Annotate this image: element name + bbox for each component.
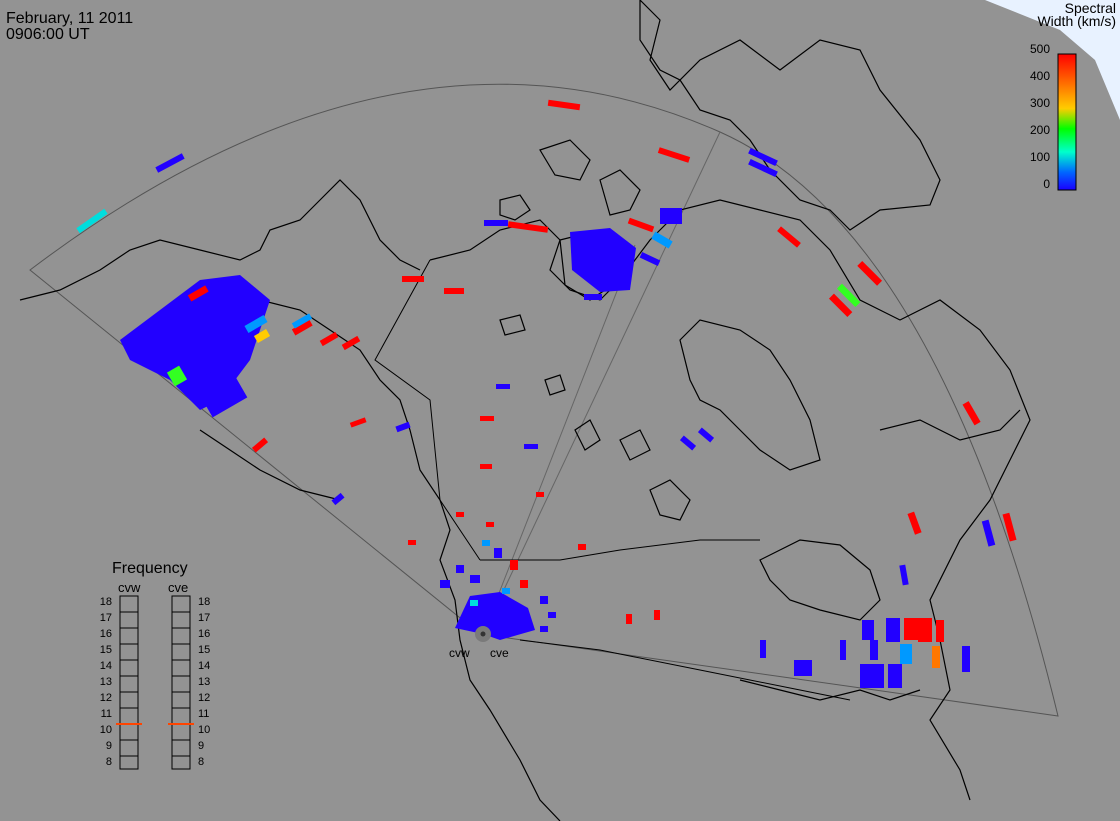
- colorbar-tick: 0: [1043, 177, 1050, 191]
- frequency-level-left: 18: [99, 596, 112, 608]
- colorbar-tick: 100: [1029, 150, 1050, 164]
- echoes-east: [760, 618, 970, 688]
- coastlines: [19, 0, 1031, 821]
- frequency-level-right: 11: [198, 708, 210, 720]
- frequency-level-left: 10: [99, 724, 112, 736]
- time-label: 0906:00 UT: [6, 26, 90, 43]
- frequency-gauges: [116, 595, 194, 770]
- colorbar-title-line1: Spectral: [1064, 0, 1116, 16]
- frequency-level-left: 17: [99, 612, 112, 624]
- frequency-radar-cvw: cvw: [118, 580, 141, 595]
- frequency-level-right: 8: [198, 756, 205, 768]
- frequency-level-left: 9: [105, 740, 112, 752]
- frequency-level-right: 9: [198, 740, 205, 752]
- frequency-level-left: 12: [99, 692, 112, 704]
- frequency-radar-cve: cve: [168, 580, 189, 595]
- frequency-level-right: 16: [198, 628, 211, 640]
- beam-boundary: [482, 244, 636, 635]
- gauge-ticks: [120, 611, 190, 757]
- colorbar: [1057, 53, 1077, 191]
- radar-label-cve: cve: [490, 646, 509, 660]
- echoes-mid: [349, 384, 1017, 624]
- colorbar-tick: 400: [1029, 69, 1050, 83]
- colorbar-title-line2: Width (km/s): [1037, 13, 1116, 29]
- beam-boundary: [482, 131, 721, 635]
- colorbar-tick: 200: [1029, 123, 1050, 137]
- frequency-level-left: 8: [105, 756, 112, 768]
- echoes-alaska: [76, 153, 361, 506]
- boundaries: [374, 259, 851, 701]
- echoes-radar-fan: [440, 540, 556, 642]
- frequency-level-right: 13: [198, 676, 211, 688]
- frequency-level-left: 13: [99, 676, 112, 688]
- frequency-level-right: 10: [198, 724, 211, 736]
- frequency-level-left: 16: [99, 628, 112, 640]
- frequency-level-right: 15: [198, 644, 211, 656]
- frequency-level-right: 17: [198, 612, 211, 624]
- colorbar-tick: 500: [1029, 42, 1050, 56]
- frequency-level-left: 14: [99, 660, 112, 672]
- polar-region: [985, 0, 1120, 120]
- fov-outline: [29, 83, 1059, 717]
- date-label: February, 11 2011: [6, 10, 134, 27]
- echoes-arctic: [402, 99, 883, 318]
- frequency-level-left: 15: [99, 644, 112, 656]
- frequency-title: Frequency: [112, 560, 188, 577]
- radar-label-cvw: cvw: [449, 646, 470, 660]
- frequency-level-right: 18: [198, 596, 211, 608]
- colorbar-tick: 300: [1029, 96, 1050, 110]
- frequency-level-right: 14: [198, 660, 211, 672]
- frequency-level-left: 11: [100, 708, 112, 720]
- frequency-level-right: 12: [198, 692, 211, 704]
